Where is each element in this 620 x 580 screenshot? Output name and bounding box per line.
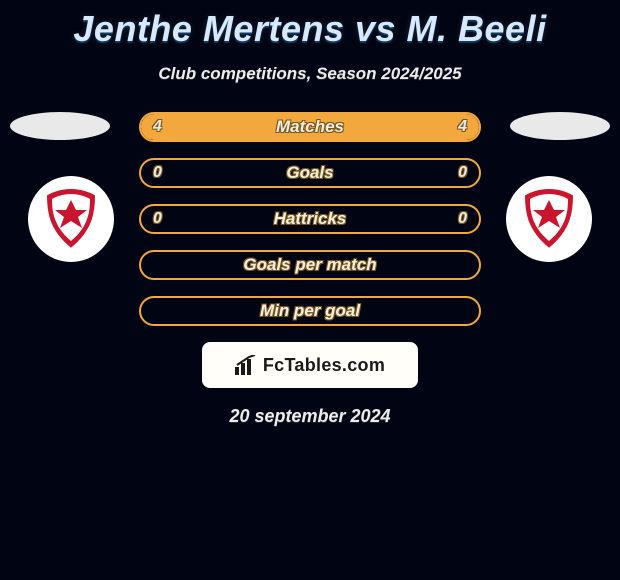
page-subtitle: Club competitions, Season 2024/2025: [0, 64, 620, 84]
player-right-avatar-oval: [510, 112, 610, 140]
brand-badge[interactable]: FcTables.com: [202, 342, 418, 388]
stat-value-right: 0: [458, 164, 467, 182]
brand-chart-icon: [235, 355, 257, 375]
shield-right-icon: [520, 186, 578, 252]
stat-value-left: 0: [153, 210, 162, 228]
stat-value-left: 4: [153, 118, 162, 136]
stat-row: 0 Goals 0: [139, 158, 481, 188]
player-left-avatar-oval: [10, 112, 110, 140]
stat-value-left: 0: [153, 164, 162, 182]
stat-row: Goals per match: [139, 250, 481, 280]
brand-label: FcTables.com: [263, 355, 385, 376]
stat-label: Min per goal: [260, 301, 360, 321]
page-title: Jenthe Mertens vs M. Beeli: [0, 0, 620, 50]
stat-label: Matches: [276, 117, 344, 137]
player-left-club-shield: [28, 176, 114, 262]
stats-list: 4 Matches 4 0 Goals 0 0 Hattricks 0 Goal…: [139, 112, 481, 326]
stat-label: Hattricks: [274, 209, 347, 229]
stat-value-right: 4: [458, 118, 467, 136]
stat-row: 0 Hattricks 0: [139, 204, 481, 234]
shield-left-icon: [42, 186, 100, 252]
stat-row: 4 Matches 4: [139, 112, 481, 142]
player-right-club-shield: [506, 176, 592, 262]
comparison-panel: 4 Matches 4 0 Goals 0 0 Hattricks 0 Goal…: [0, 112, 620, 427]
stat-value-right: 0: [458, 210, 467, 228]
stat-label: Goals: [286, 163, 333, 183]
stat-row: Min per goal: [139, 296, 481, 326]
comparison-date: 20 september 2024: [0, 406, 620, 427]
stat-label: Goals per match: [243, 255, 376, 275]
